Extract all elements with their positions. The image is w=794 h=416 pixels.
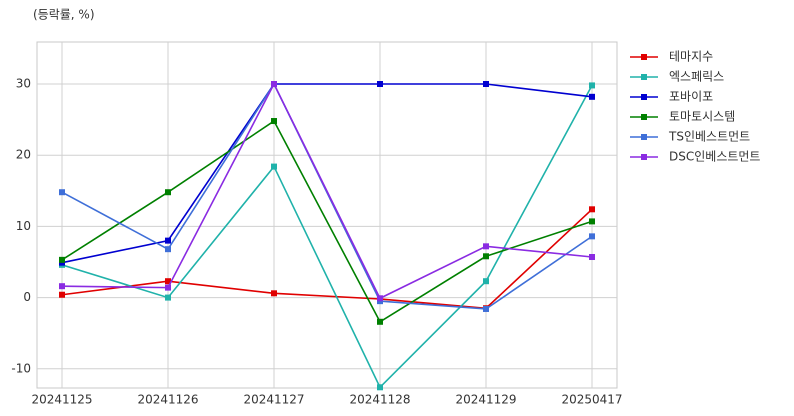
legend-marker xyxy=(641,154,647,160)
point-marker xyxy=(589,82,595,89)
x-tick-label: 20241127 xyxy=(243,393,304,407)
point-marker xyxy=(483,278,489,285)
legend-marker xyxy=(641,74,647,80)
y-tick-label: 10 xyxy=(16,219,31,233)
point-marker xyxy=(165,189,171,196)
x-tick-label: 20241128 xyxy=(349,393,410,407)
point-marker xyxy=(589,233,595,240)
legend-marker xyxy=(641,94,647,100)
y-tick-label: 30 xyxy=(16,77,31,91)
x-tick-label: 20241129 xyxy=(455,393,516,407)
point-marker xyxy=(483,253,489,260)
x-tick-label: 20241126 xyxy=(137,393,198,407)
point-marker xyxy=(165,237,171,244)
point-marker xyxy=(483,243,489,250)
legend-marker xyxy=(641,54,647,60)
point-marker xyxy=(589,254,595,261)
legend-label: 토마토시스템 xyxy=(669,110,735,124)
point-marker xyxy=(59,283,65,290)
x-tick-label: 20250417 xyxy=(561,393,622,407)
series-line xyxy=(61,85,593,389)
point-marker xyxy=(483,81,489,88)
point-marker xyxy=(589,218,595,225)
point-marker xyxy=(589,93,595,100)
series-line xyxy=(61,119,593,323)
plot-area xyxy=(36,41,618,389)
point-marker xyxy=(377,318,383,325)
point-marker xyxy=(271,290,277,297)
legend-label: DSC인베스트먼트 xyxy=(669,150,760,164)
y-tick-label: 20 xyxy=(16,148,31,162)
legend-label: 엑스페릭스 xyxy=(669,70,724,84)
point-marker xyxy=(165,278,171,285)
y-axis-label: (등락률, %) xyxy=(33,8,95,22)
legend-label: 포바이포 xyxy=(669,90,713,104)
legend-label: TS인베스트먼트 xyxy=(668,130,750,144)
point-marker xyxy=(589,206,595,213)
point-marker xyxy=(483,305,489,312)
legend-label: 테마지수 xyxy=(669,50,713,64)
point-marker xyxy=(377,81,383,88)
series-line xyxy=(61,83,593,264)
x-tick-label: 20241125 xyxy=(31,393,92,407)
point-marker xyxy=(271,81,277,88)
legend-marker xyxy=(641,134,647,140)
point-marker xyxy=(59,256,65,263)
point-marker xyxy=(165,284,171,291)
y-tick-label: -10 xyxy=(11,361,31,375)
point-marker xyxy=(165,294,171,301)
point-marker xyxy=(271,163,277,170)
point-marker xyxy=(165,246,171,253)
point-marker xyxy=(271,118,277,125)
point-marker xyxy=(59,291,65,298)
series-line xyxy=(61,82,593,300)
legend-marker xyxy=(641,114,647,120)
y-tick-label: 0 xyxy=(23,290,31,304)
series-line xyxy=(61,208,593,310)
point-marker xyxy=(59,189,65,196)
point-marker xyxy=(377,384,383,391)
point-marker xyxy=(377,295,383,302)
